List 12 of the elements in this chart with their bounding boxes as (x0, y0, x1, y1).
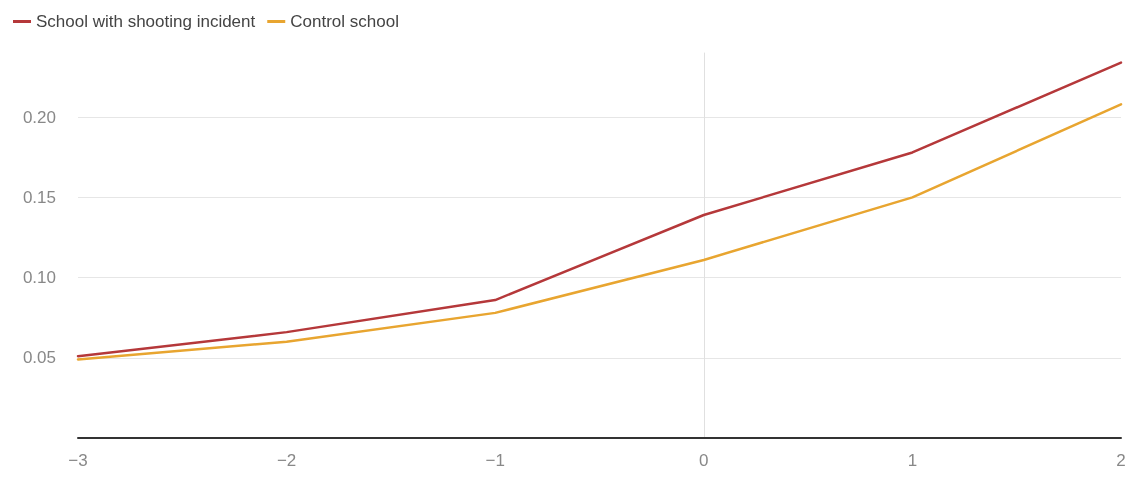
legend-label: School with shooting incident (36, 12, 256, 31)
x-tick-label: −1 (485, 451, 505, 470)
x-tick-label: −3 (68, 451, 88, 470)
x-tick-label: 1 (907, 451, 918, 470)
x-tick-label: −2 (276, 451, 297, 470)
y-tick-label: 0.10 (22, 268, 56, 288)
y-tick-label: 0.05 (22, 348, 56, 368)
legend-label: Control school (290, 12, 399, 31)
x-tick-label: 0 (699, 451, 709, 470)
y-tick-label: 0.20 (22, 107, 56, 127)
x-tick-label: 2 (1116, 451, 1126, 470)
y-tick-label: 0.15 (22, 187, 56, 207)
